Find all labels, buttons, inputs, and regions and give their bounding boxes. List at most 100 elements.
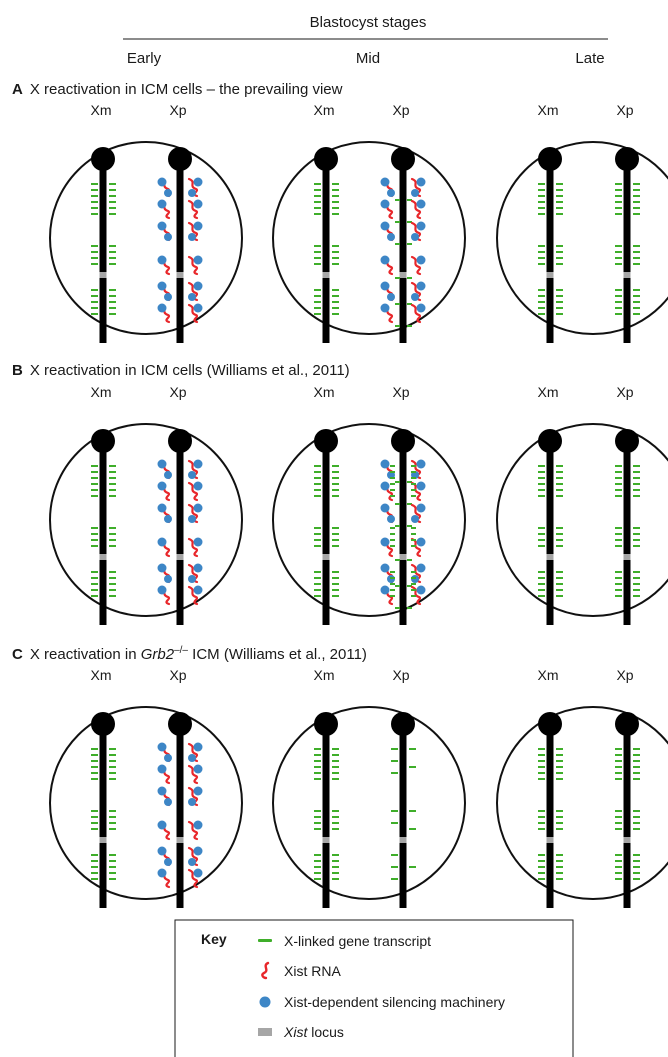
xm-chromosome-transcript [109, 533, 116, 535]
xp-chromosome-transcript [411, 577, 416, 579]
xm-chromosome-transcript [538, 589, 545, 591]
xp-chromosome-transcript [411, 539, 416, 541]
xp-chromosome-silencing-machinery [188, 515, 196, 523]
xm-chromosome-transcript [556, 816, 563, 818]
xp-chromosome-transcript [615, 545, 622, 547]
xm-chromosome-transcript [332, 189, 339, 191]
xp-chromosome-silencing-machinery [157, 199, 167, 209]
xm-chromosome-transcript [109, 213, 116, 215]
xm-chromosome-transcript [109, 595, 116, 597]
panel-c-cell-1: Xm Xp [49, 667, 243, 908]
xp-chromosome-transcript [633, 860, 640, 862]
panel-b-cell-1: Xm Xp [49, 384, 243, 625]
xp-label: Xp [616, 102, 633, 118]
xp-chromosome-transcript [633, 201, 640, 203]
xp-chromosome-xist-locus [176, 554, 184, 560]
xp-chromosome-transcript [411, 483, 416, 485]
panel-b-letter: B [12, 362, 23, 379]
xp-chromosome-transcript [390, 489, 395, 491]
xp-chromosome-transcript [633, 527, 640, 529]
xm-chromosome-arm [546, 167, 554, 343]
xm-chromosome-transcript [332, 595, 339, 597]
xm-chromosome-transcript [91, 760, 98, 762]
xm-chromosome-transcript [556, 207, 563, 209]
xp-chromosome-transcript [615, 301, 622, 303]
xm-chromosome-transcript [538, 465, 545, 467]
xp-chromosome-silencing-machinery [164, 189, 172, 197]
xp-chromosome-transcript [615, 489, 622, 491]
xm-chromosome-transcript [332, 313, 339, 315]
xp-chromosome-silencing-machinery [164, 798, 172, 806]
xm-chromosome-transcript [314, 589, 321, 591]
xp-chromosome-transcript [407, 525, 412, 527]
cell-outline [49, 141, 243, 335]
panel-c-cell-2: Xm Xp [272, 667, 466, 908]
xm-chromosome-transcript [538, 545, 545, 547]
xp-chromosome-xist-rna [187, 199, 199, 220]
xm-chromosome-transcript [556, 571, 563, 573]
xm-chromosome-transcript [91, 263, 98, 265]
xm-chromosome-transcript [332, 245, 339, 247]
xp-chromosome-transcript [633, 816, 640, 818]
xp-chromosome-arm [399, 167, 407, 343]
xp-chromosome-silencing-machinery [188, 233, 196, 241]
xm-chromosome-transcript [538, 489, 545, 491]
xp-chromosome-transcript [390, 477, 395, 479]
xm-chromosome-transcript [314, 245, 321, 247]
xp-chromosome-silencing-machinery [416, 585, 426, 595]
xm-chromosome-transcript [556, 189, 563, 191]
xp-chromosome-transcript [395, 559, 400, 561]
xp-chromosome-transcript [615, 263, 622, 265]
xp-chromosome-centromere [615, 712, 639, 736]
xp-chromosome-silencing-machinery [416, 199, 426, 209]
key-xist-locus-italic: Xist [283, 1024, 308, 1040]
xp-chromosome-transcript [409, 866, 416, 868]
xm-chromosome-transcript [332, 772, 339, 774]
xp-chromosome-silencing-machinery [193, 820, 203, 830]
xp-chromosome-silencing-machinery [416, 563, 426, 573]
xp-chromosome-silencing-machinery [193, 459, 203, 469]
xp-chromosome-transcript [633, 257, 640, 259]
cell-outline [272, 141, 466, 335]
xm-chromosome-transcript [538, 189, 545, 191]
xp-chromosome-transcript [633, 263, 640, 265]
xm-chromosome-centromere [538, 147, 562, 171]
xm-chromosome-transcript [91, 539, 98, 541]
xm-chromosome-transcript [538, 754, 545, 756]
xm-chromosome-transcript [332, 289, 339, 291]
xp-chromosome-transcript [633, 207, 640, 209]
xp-chromosome-transcript [615, 251, 622, 253]
xp-chromosome-silencing-machinery [157, 786, 167, 796]
cell-outline [49, 423, 243, 617]
xp-chromosome-xist-rna [187, 481, 199, 502]
xm-chromosome-transcript [538, 583, 545, 585]
xp-chromosome-silencing-machinery [157, 868, 167, 878]
xp-chromosome-silencing-machinery [380, 303, 390, 313]
xp-chromosome-transcript [390, 495, 395, 497]
xp-chromosome-silencing-machinery [416, 537, 426, 547]
xm-chromosome-arm [99, 732, 107, 908]
xp-chromosome-transcript [407, 243, 412, 245]
xm-chromosome-transcript [556, 471, 563, 473]
xm-chromosome-xist-locus [546, 554, 554, 560]
xp-chromosome-transcript [411, 471, 416, 473]
xp-chromosome-transcript [615, 778, 622, 780]
xm-chromosome-transcript [314, 465, 321, 467]
xm-chromosome-transcript [556, 307, 563, 309]
xp-chromosome-transcript [615, 577, 622, 579]
xp-chromosome-centromere [168, 147, 192, 171]
xp-chromosome-silencing-machinery [188, 471, 196, 479]
xm-chromosome-transcript [332, 754, 339, 756]
xp-chromosome-transcript [390, 589, 395, 591]
xm-chromosome-transcript [314, 489, 321, 491]
xp-chromosome-transcript [633, 213, 640, 215]
xp-chromosome-xist-rna [187, 255, 199, 276]
xm-chromosome-transcript [538, 289, 545, 291]
xm-chromosome-transcript [538, 766, 545, 768]
xp-chromosome-transcript [633, 477, 640, 479]
xp-chromosome-transcript [633, 589, 640, 591]
xp-chromosome-silencing-machinery [164, 293, 172, 301]
xp-chromosome-transcript [391, 772, 398, 774]
xp-chromosome-silencing-machinery [416, 503, 426, 513]
xm-chromosome-transcript [109, 778, 116, 780]
